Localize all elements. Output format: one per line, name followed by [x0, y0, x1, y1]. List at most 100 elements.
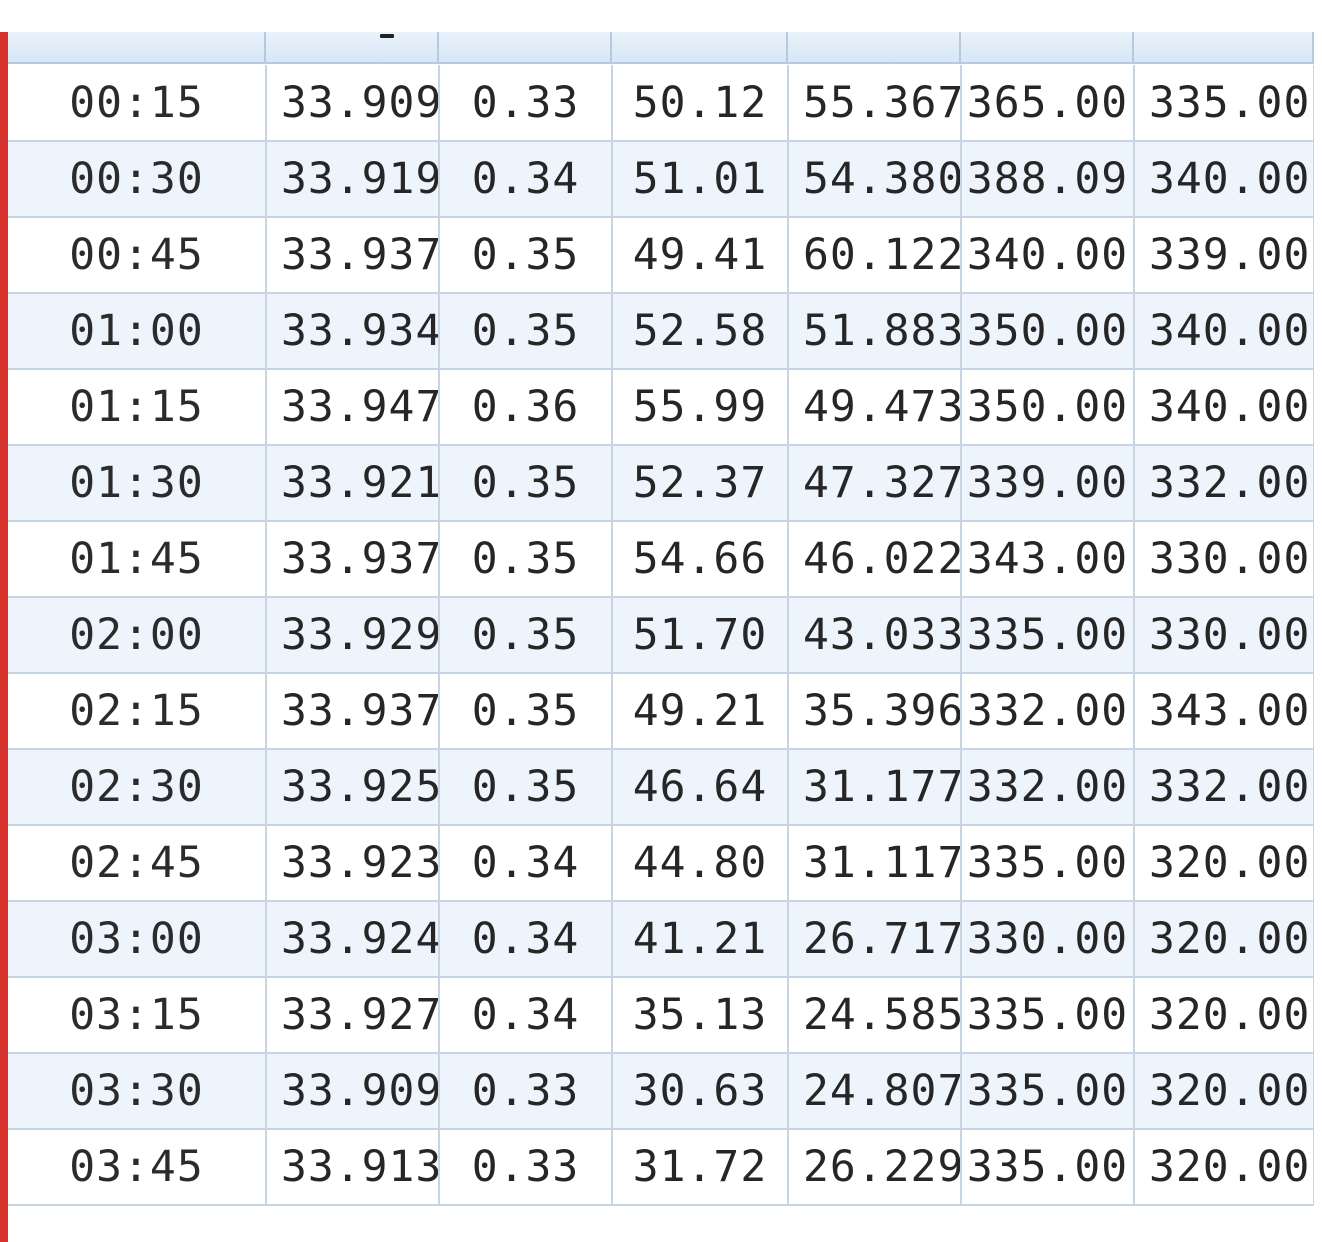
- value-cell[interactable]: 332.00: [1134, 445, 1314, 522]
- value-cell[interactable]: 320.00: [1134, 977, 1314, 1054]
- table-row[interactable]: 03:30 33.909 0.33 30.63 24.807 335.00 320.00: [8, 1053, 1314, 1130]
- value-cell[interactable]: 46.022: [788, 521, 962, 598]
- value-cell[interactable]: 31.177: [788, 749, 962, 826]
- table-row[interactable]: 01:15 33.947 0.36 55.99 49.473 350.00 340.00: [8, 369, 1314, 446]
- value-cell[interactable]: 332.00: [961, 749, 1135, 826]
- value-cell[interactable]: 0.35: [439, 445, 613, 522]
- value-cell[interactable]: 365.00: [961, 65, 1135, 142]
- value-cell[interactable]: 24.807: [788, 1053, 962, 1130]
- value-cell[interactable]: 0.34: [439, 977, 613, 1054]
- time-cell[interactable]: 02:15: [8, 673, 267, 750]
- value-cell[interactable]: 41.21: [612, 901, 789, 978]
- value-cell[interactable]: 335.00: [961, 1053, 1135, 1130]
- value-cell[interactable]: 0.36: [439, 369, 613, 446]
- value-cell[interactable]: 33.937: [266, 217, 440, 294]
- value-cell[interactable]: 33.923: [266, 825, 440, 902]
- table-row[interactable]: 01:30 33.921 0.35 52.37 47.327 339.00 332.00: [8, 445, 1314, 522]
- value-cell[interactable]: 33.925: [266, 749, 440, 826]
- time-cell[interactable]: 01:00: [8, 293, 267, 370]
- time-cell[interactable]: 01:30: [8, 445, 267, 522]
- value-cell[interactable]: 51.01: [612, 141, 789, 218]
- value-cell[interactable]: 340.00: [1134, 369, 1314, 446]
- value-cell[interactable]: 330.00: [1134, 521, 1314, 598]
- value-cell[interactable]: 33.937: [266, 673, 440, 750]
- value-cell[interactable]: 33.924: [266, 901, 440, 978]
- value-cell[interactable]: 54.380: [788, 141, 962, 218]
- value-cell[interactable]: 0.34: [439, 901, 613, 978]
- value-cell[interactable]: 43.033: [788, 597, 962, 674]
- table-row[interactable]: 03:45 33.913 0.33 31.72 26.229 335.00 320.00: [8, 1129, 1314, 1206]
- value-cell[interactable]: 35.396: [788, 673, 962, 750]
- value-cell[interactable]: 335.00: [1134, 65, 1314, 142]
- time-cell[interactable]: 00:30: [8, 141, 267, 218]
- value-cell[interactable]: 33.947: [266, 369, 440, 446]
- value-cell[interactable]: 332.00: [961, 673, 1135, 750]
- table-row[interactable]: 00:45 33.937 0.35 49.41 60.122 340.00 339.00: [8, 217, 1314, 294]
- value-cell[interactable]: 0.34: [439, 825, 613, 902]
- column-header-cell[interactable]: [788, 32, 961, 62]
- value-cell[interactable]: 33.913: [266, 1129, 440, 1206]
- value-cell[interactable]: 339.00: [1134, 217, 1314, 294]
- value-cell[interactable]: 0.35: [439, 673, 613, 750]
- table-row[interactable]: 01:45 33.937 0.35 54.66 46.022 343.00 330.00: [8, 521, 1314, 598]
- column-header-cell[interactable]: [439, 32, 612, 62]
- value-cell[interactable]: 0.33: [439, 1053, 613, 1130]
- value-cell[interactable]: 51.70: [612, 597, 789, 674]
- value-cell[interactable]: 0.35: [439, 293, 613, 370]
- column-header-cell[interactable]: [266, 32, 439, 62]
- time-cell[interactable]: 00:15: [8, 65, 267, 142]
- time-cell[interactable]: 02:30: [8, 749, 267, 826]
- value-cell[interactable]: 51.883: [788, 293, 962, 370]
- value-cell[interactable]: 0.33: [439, 1129, 613, 1206]
- value-cell[interactable]: 30.63: [612, 1053, 789, 1130]
- time-cell[interactable]: 03:15: [8, 977, 267, 1054]
- value-cell[interactable]: 330.00: [961, 901, 1135, 978]
- value-cell[interactable]: 33.929: [266, 597, 440, 674]
- value-cell[interactable]: 54.66: [612, 521, 789, 598]
- value-cell[interactable]: 0.33: [439, 65, 613, 142]
- value-cell[interactable]: 388.09: [961, 141, 1135, 218]
- time-cell[interactable]: 00:45: [8, 217, 267, 294]
- column-header-cell[interactable]: [8, 32, 266, 62]
- table-row[interactable]: 02:00 33.929 0.35 51.70 43.033 335.00 330.00: [8, 597, 1314, 674]
- column-header-cell[interactable]: [612, 32, 788, 62]
- value-cell[interactable]: 26.229: [788, 1129, 962, 1206]
- value-cell[interactable]: 320.00: [1134, 1129, 1314, 1206]
- value-cell[interactable]: 343.00: [961, 521, 1135, 598]
- column-header-cell[interactable]: [1134, 32, 1314, 62]
- time-cell[interactable]: 01:15: [8, 369, 267, 446]
- time-cell[interactable]: 02:45: [8, 825, 267, 902]
- value-cell[interactable]: 44.80: [612, 825, 789, 902]
- value-cell[interactable]: 46.64: [612, 749, 789, 826]
- value-cell[interactable]: 340.00: [1134, 141, 1314, 218]
- value-cell[interactable]: 0.35: [439, 521, 613, 598]
- table-row[interactable]: 02:45 33.923 0.34 44.80 31.117 335.00 320.00: [8, 825, 1314, 902]
- time-cell[interactable]: 03:30: [8, 1053, 267, 1130]
- table-row[interactable]: 00:15 33.909 0.33 50.12 55.367 365.00 335.00: [8, 65, 1314, 142]
- table-row[interactable]: 01:00 33.934 0.35 52.58 51.883 350.00 340.00: [8, 293, 1314, 370]
- time-cell[interactable]: 02:00: [8, 597, 267, 674]
- value-cell[interactable]: 35.13: [612, 977, 789, 1054]
- value-cell[interactable]: 50.12: [612, 65, 789, 142]
- value-cell[interactable]: 55.367: [788, 65, 962, 142]
- value-cell[interactable]: 33.919: [266, 141, 440, 218]
- value-cell[interactable]: 350.00: [961, 369, 1135, 446]
- value-cell[interactable]: 60.122: [788, 217, 962, 294]
- value-cell[interactable]: 52.58: [612, 293, 789, 370]
- table-row[interactable]: 02:15 33.937 0.35 49.21 35.396 332.00 343.00: [8, 673, 1314, 750]
- value-cell[interactable]: 33.921: [266, 445, 440, 522]
- table-row[interactable]: 02:30 33.925 0.35 46.64 31.177 332.00 332.00: [8, 749, 1314, 826]
- value-cell[interactable]: 49.21: [612, 673, 789, 750]
- table-row[interactable]: 00:30 33.919 0.34 51.01 54.380 388.09 340.00: [8, 141, 1314, 218]
- value-cell[interactable]: 33.934: [266, 293, 440, 370]
- value-cell[interactable]: 332.00: [1134, 749, 1314, 826]
- time-cell[interactable]: 01:45: [8, 521, 267, 598]
- value-cell[interactable]: 0.35: [439, 597, 613, 674]
- value-cell[interactable]: 0.34: [439, 141, 613, 218]
- value-cell[interactable]: 55.99: [612, 369, 789, 446]
- value-cell[interactable]: 339.00: [961, 445, 1135, 522]
- value-cell[interactable]: 330.00: [1134, 597, 1314, 674]
- value-cell[interactable]: 49.41: [612, 217, 789, 294]
- value-cell[interactable]: 26.717: [788, 901, 962, 978]
- value-cell[interactable]: 320.00: [1134, 901, 1314, 978]
